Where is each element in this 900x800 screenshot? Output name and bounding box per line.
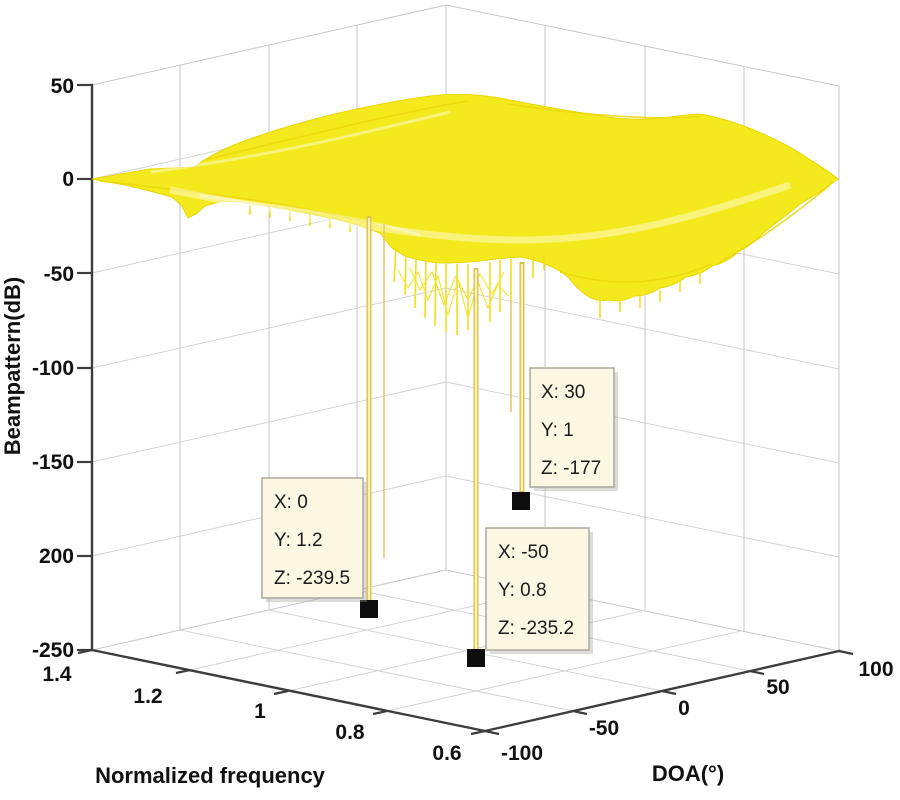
datatip-x0[interactable]: X: 0 Y: 1.2 Z: -239.5: [261, 477, 367, 602]
datatip-x30-line-x: X: 30: [541, 382, 585, 403]
funnel-crosshatch-2: [409, 267, 505, 307]
doa-tick-50: 50: [766, 676, 789, 699]
floor-grid: [91, 569, 840, 712]
datatip-xm50-line-x: X: -50: [498, 542, 549, 563]
null-markers: [360, 492, 530, 667]
surface-body: [91, 93, 839, 302]
datatip-xm50[interactable]: X: -50 Y: 0.8 Z: -235.2: [485, 527, 593, 654]
z-tick-labels: 50 0 -50 -100 -150 200 -250: [32, 75, 74, 662]
doa-axis-ticks: [484, 649, 854, 736]
z-tick-m150: -150: [32, 451, 74, 474]
doa-axis: [483, 649, 854, 736]
sheen-band-1: [169, 181, 792, 244]
z-axis-title: Beampattern(dB): [0, 277, 25, 455]
funnel-crosshatch-1: [397, 269, 509, 321]
datatip-x30-line-z: Z: -177: [541, 458, 601, 479]
datatip-x0-line-y: Y: 1.2: [274, 530, 323, 551]
frequency-axis: [77, 648, 487, 736]
datatip-x30-line-y: Y: 1: [541, 420, 574, 441]
datatip-x0-line-x: X: 0: [274, 492, 308, 513]
freq-tick-1p4: 1.4: [42, 663, 72, 686]
datatip-xm50-box[interactable]: [485, 527, 590, 651]
z-tick-0: 0: [62, 168, 74, 191]
datatip-x0-line-z: Z: -239.5: [274, 568, 350, 589]
null-marker-x0[interactable]: [360, 600, 378, 618]
freq-tick-0p6: 0.6: [432, 742, 461, 765]
doa-tick-m100: -100: [501, 742, 543, 765]
z-tick-m250: -250: [32, 639, 74, 662]
z-tick-m50: -50: [44, 263, 74, 286]
doa-tick-100: 100: [858, 658, 893, 681]
null-drop-lines: [366, 216, 525, 651]
frequency-axis-title: Normalized frequency: [95, 763, 326, 788]
z-tick-50: 50: [51, 75, 74, 98]
edge-fringe: [249, 205, 701, 318]
doa-axis-title: DOA(°): [652, 761, 724, 786]
frequency-tick-labels: 1.4 1.2 1 0.8 0.6: [42, 663, 461, 765]
z-tick-m200: 200: [39, 545, 74, 568]
freq-tick-1p2: 1.2: [133, 685, 162, 708]
sheen-band-2: [149, 110, 451, 174]
null-marker-xm50[interactable]: [467, 649, 485, 667]
surface-mesh: [91, 93, 839, 335]
funnel-spikes: [393, 247, 545, 335]
null-marker-x30[interactable]: [512, 492, 530, 510]
doa-tick-m50: -50: [589, 717, 619, 740]
datatip-xm50-line-y: Y: 0.8: [498, 580, 547, 601]
freq-tick-0p8: 0.8: [335, 721, 365, 744]
datatip-x0-box[interactable]: [261, 477, 364, 599]
z-axis: [77, 83, 94, 652]
z-tick-m100: -100: [32, 357, 74, 380]
mesh-ripples: [99, 100, 831, 283]
doa-tick-0: 0: [678, 697, 690, 720]
datatip-x30[interactable]: X: 30 Y: 1 Z: -177: [529, 367, 618, 491]
sheen-band-3: [199, 194, 421, 237]
doa-tick-labels: -100 -50 0 50 100: [501, 658, 894, 765]
z-axis-ticks: [77, 83, 92, 652]
datatip-xm50-line-z: Z: -235.2: [498, 618, 574, 639]
freq-tick-1: 1: [254, 700, 266, 723]
datatip-x30-box[interactable]: [529, 367, 615, 488]
frequency-axis-ticks: [77, 648, 486, 736]
